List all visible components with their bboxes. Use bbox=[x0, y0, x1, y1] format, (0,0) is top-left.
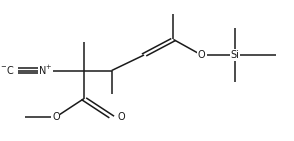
Text: $^{-}$C: $^{-}$C bbox=[0, 64, 14, 77]
Text: O: O bbox=[118, 112, 125, 122]
Text: Si: Si bbox=[231, 50, 240, 60]
Text: N$^{+}$: N$^{+}$ bbox=[39, 64, 53, 77]
Text: O: O bbox=[52, 112, 60, 122]
Text: O: O bbox=[198, 50, 205, 60]
